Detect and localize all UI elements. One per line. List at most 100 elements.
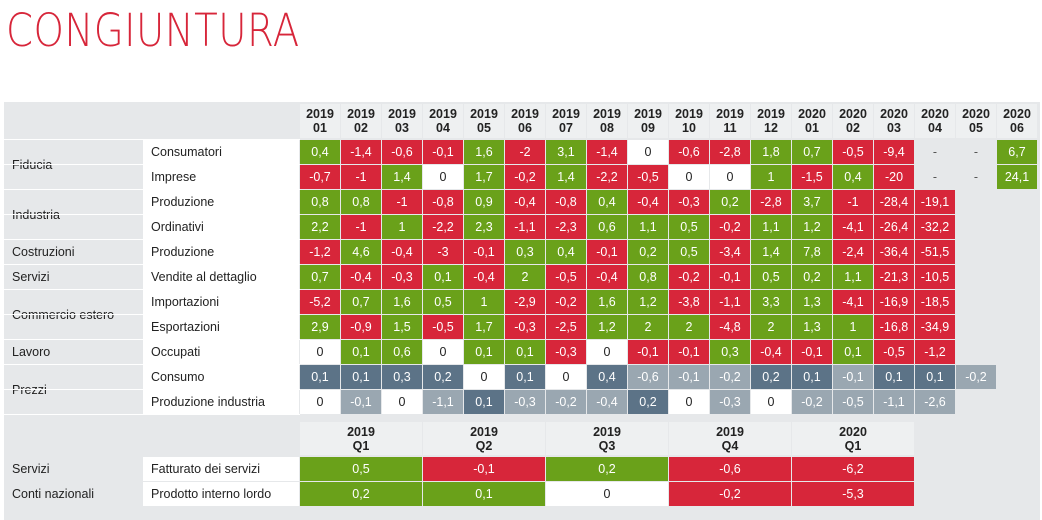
month-header: 2019 09 <box>628 104 668 138</box>
month-header-month: 04 <box>436 121 450 135</box>
month-header: 2020 02 <box>833 104 873 138</box>
data-cell: 4,6 <box>341 240 381 264</box>
data-cell: 0,1 <box>505 365 545 389</box>
data-cell: 0 <box>587 340 627 364</box>
data-cell: 2 <box>669 315 709 339</box>
data-cell: -1,2 <box>915 340 955 364</box>
data-cell: -0,9 <box>341 315 381 339</box>
data-cell: -1,4 <box>587 140 627 164</box>
data-cell: 0,8 <box>628 265 668 289</box>
data-cell: -1,1 <box>505 215 545 239</box>
data-cell <box>956 315 996 339</box>
data-cell: -0,1 <box>587 240 627 264</box>
quarter-header-year: 2020 <box>839 424 867 439</box>
data-cell: -0,6 <box>628 365 668 389</box>
data-cell: 1,1 <box>628 215 668 239</box>
row-label: Produzione industria <box>143 390 299 414</box>
data-cell: -0,3 <box>669 190 709 214</box>
data-cell: 0 <box>423 340 463 364</box>
row-label: Prodotto interno lordo <box>143 482 299 506</box>
data-cell: 2,9 <box>300 315 340 339</box>
data-cell: -2,4 <box>833 240 873 264</box>
row-divider <box>4 414 300 415</box>
data-cell: -0,8 <box>423 190 463 214</box>
data-cell: -5,3 <box>792 482 914 506</box>
data-cell: -1 <box>833 190 873 214</box>
data-cell: -32,2 <box>915 215 955 239</box>
data-cell: -0,2 <box>546 290 586 314</box>
data-cell: 6,7 <box>997 140 1037 164</box>
month-header-year: 2020 <box>880 107 908 121</box>
data-cell: - <box>956 140 996 164</box>
data-cell: 0,2 <box>628 390 668 414</box>
month-header: 2019 02 <box>341 104 381 138</box>
data-cell: 1 <box>751 165 791 189</box>
data-cell: 1,2 <box>628 290 668 314</box>
month-header-month: 07 <box>559 121 573 135</box>
data-cell: 0 <box>382 390 422 414</box>
data-cell: -0,6 <box>669 457 791 481</box>
data-cell: -2,9 <box>505 290 545 314</box>
month-header: 2020 01 <box>792 104 832 138</box>
row-label: Esportazioni <box>143 315 299 339</box>
data-cell: -2,8 <box>751 190 791 214</box>
data-cell: -0,1 <box>341 390 381 414</box>
data-cell: -0,1 <box>710 265 750 289</box>
data-cell: -0,8 <box>546 190 586 214</box>
data-cell: 0,1 <box>423 265 463 289</box>
data-cell: -21,3 <box>874 265 914 289</box>
month-header-year: 2019 <box>347 107 375 121</box>
data-cell: 0 <box>423 165 463 189</box>
data-cell: 0,5 <box>669 240 709 264</box>
data-cell: 1 <box>464 290 504 314</box>
data-cell: -1,2 <box>300 240 340 264</box>
month-header: 2019 10 <box>669 104 709 138</box>
data-cell: -0,1 <box>833 365 873 389</box>
data-cell: 3,7 <box>792 190 832 214</box>
month-header-year: 2020 <box>962 107 990 121</box>
data-cell: -2,5 <box>546 315 586 339</box>
data-cell: -0,2 <box>792 390 832 414</box>
data-cell: 0,5 <box>669 215 709 239</box>
data-cell: 1,7 <box>464 315 504 339</box>
data-cell: 1,4 <box>751 240 791 264</box>
data-cell: 3,1 <box>546 140 586 164</box>
month-header-month: 12 <box>764 121 778 135</box>
month-header: 2019 05 <box>464 104 504 138</box>
row-label: Importazioni <box>143 290 299 314</box>
data-cell: -4,1 <box>833 215 873 239</box>
month-header-month: 03 <box>887 121 901 135</box>
quarter-header-year: 2019 <box>347 424 375 439</box>
data-cell: 1,1 <box>833 265 873 289</box>
data-cell: 0 <box>300 390 340 414</box>
quarter-header-quarter: Q3 <box>598 438 616 453</box>
data-cell <box>997 290 1037 314</box>
row-group-label: Servizi <box>12 270 50 284</box>
data-cell: -1,1 <box>874 390 914 414</box>
data-cell: 0,1 <box>505 340 545 364</box>
month-header-year: 2020 <box>1003 107 1031 121</box>
data-cell: 0 <box>546 482 668 506</box>
data-cell: 0,1 <box>792 365 832 389</box>
data-cell: -0,3 <box>382 265 422 289</box>
data-cell: -0,6 <box>669 140 709 164</box>
month-header: 2019 11 <box>710 104 750 138</box>
quarter-header-year: 2019 <box>593 424 621 439</box>
month-header-year: 2019 <box>511 107 539 121</box>
data-cell: -0,4 <box>628 190 668 214</box>
data-cell: -0,5 <box>546 265 586 289</box>
data-cell: -0,5 <box>874 340 914 364</box>
data-cell: 0,7 <box>792 140 832 164</box>
quarter-header-year: 2019 <box>716 424 744 439</box>
data-cell: 0 <box>628 140 668 164</box>
data-cell: -0,1 <box>423 457 545 481</box>
data-cell: -16,9 <box>874 290 914 314</box>
data-cell: -0,1 <box>669 365 709 389</box>
month-header: 2019 08 <box>587 104 627 138</box>
data-cell: 0,2 <box>751 365 791 389</box>
data-cell: -2,6 <box>915 390 955 414</box>
row-divider <box>4 239 300 240</box>
data-cell: -0,4 <box>587 265 627 289</box>
data-cell: 0 <box>710 165 750 189</box>
quarter-header: 2019 Q1 <box>300 422 422 455</box>
